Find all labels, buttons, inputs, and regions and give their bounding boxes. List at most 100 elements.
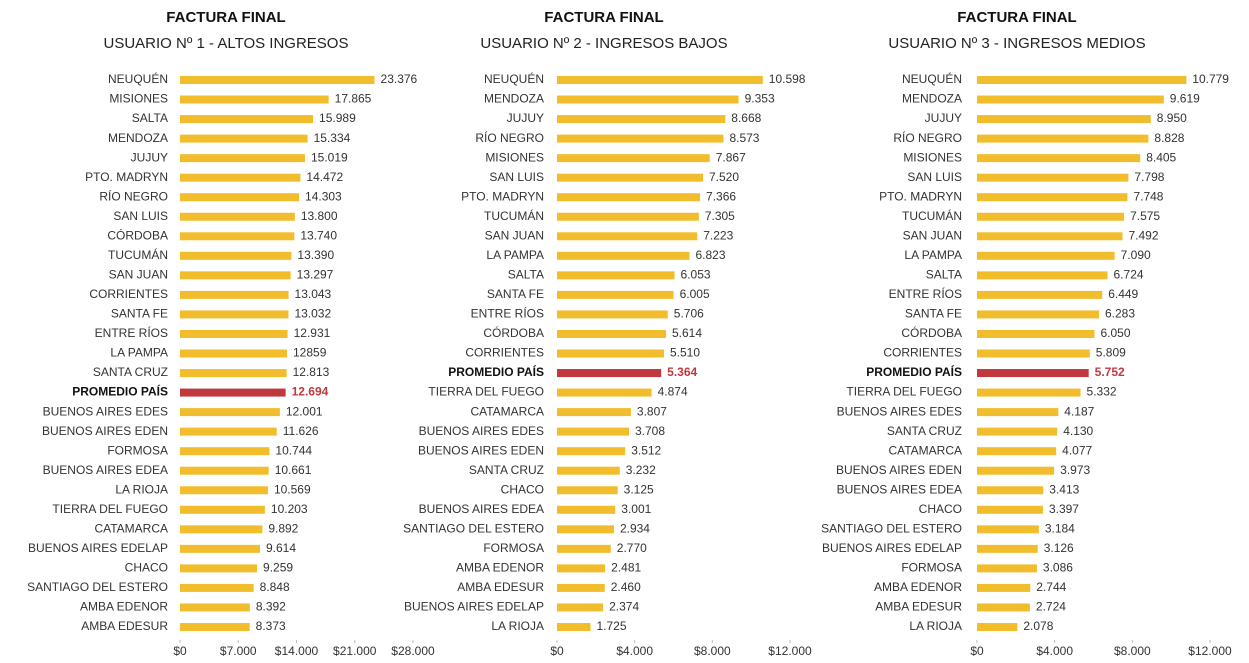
- category-label: SAN JUAN: [485, 228, 544, 242]
- category-label: SANTA CRUZ: [887, 424, 962, 438]
- category-label: ENTRE RÍOS: [95, 325, 168, 340]
- value-label: 13.800: [301, 209, 338, 223]
- value-label: 6.005: [680, 287, 710, 301]
- bar: [557, 134, 724, 143]
- value-label: 10.598: [769, 72, 806, 86]
- bar: [557, 115, 726, 124]
- category-label: LA RIOJA: [909, 619, 962, 633]
- category-label: LA PAMPA: [110, 346, 168, 360]
- bar: [180, 623, 250, 631]
- bar: [180, 95, 329, 104]
- value-label: 15.019: [311, 150, 348, 164]
- chart-subtitle: USUARIO Nº 3 - INGRESOS MEDIOS: [888, 35, 1145, 52]
- value-label: 13.043: [295, 287, 332, 301]
- bar: [180, 427, 277, 436]
- value-label: 8.848: [260, 580, 290, 594]
- category-label: SANTA FE: [487, 287, 544, 301]
- category-label: MENDOZA: [108, 131, 168, 145]
- value-label: 2.934: [620, 521, 650, 535]
- x-tick-label: $4.000: [1036, 644, 1073, 658]
- bar: [557, 603, 604, 612]
- bar: [180, 290, 289, 299]
- category-label: PROMEDIO PAÍS: [448, 364, 544, 379]
- value-label: 4.077: [1062, 443, 1092, 457]
- category-label: FORMOSA: [107, 443, 168, 457]
- bar: [557, 564, 606, 573]
- bar-chart: FACTURA FINAL USUARIO Nº 1 - ALTOS INGRES…: [27, 9, 435, 658]
- bar: [557, 193, 701, 202]
- bar: [180, 310, 289, 319]
- category-label: SANTIAGO DEL ESTERO: [27, 580, 168, 594]
- chart-subtitle: USUARIO Nº 2 - INGRESOS BAJOS: [480, 35, 727, 52]
- category-label: MISIONES: [485, 150, 544, 164]
- category-label: JUJUY: [507, 111, 544, 125]
- category-label: FORMOSA: [901, 561, 962, 575]
- category-label: PTO. MADRYN: [879, 189, 962, 203]
- bar: [180, 525, 263, 534]
- category-label: BUENOS AIRES EDELAP: [28, 541, 168, 555]
- bar: [557, 525, 614, 534]
- value-label: 3.232: [626, 463, 656, 477]
- category-label: BUENOS AIRES EDELAP: [822, 541, 962, 555]
- bar: [557, 583, 605, 592]
- category-label: BUENOS AIRES EDES: [419, 424, 544, 438]
- value-label: 4.874: [658, 385, 688, 399]
- bar: [180, 134, 308, 143]
- bar: [180, 564, 258, 573]
- category-label: ENTRE RÍOS: [889, 286, 962, 301]
- x-tick-label: $4.000: [616, 644, 653, 658]
- bar: [557, 408, 631, 417]
- bar: [180, 447, 270, 456]
- category-label: SANTA CRUZ: [93, 365, 168, 379]
- category-label: BUENOS AIRES EDEA: [419, 502, 544, 516]
- x-tick-label: $28.000: [391, 644, 435, 658]
- value-label: 7.366: [706, 189, 736, 203]
- bar: [557, 76, 763, 84]
- value-label: 1.725: [596, 619, 626, 633]
- bar: [180, 76, 375, 84]
- category-label: SANTA FE: [905, 307, 962, 321]
- value-label: 3.397: [1049, 502, 1079, 516]
- x-tick-label: $0: [970, 644, 984, 658]
- value-label: 12.001: [286, 404, 323, 418]
- category-label: LA PAMPA: [486, 248, 544, 262]
- bar: [557, 232, 698, 241]
- bar: [180, 232, 295, 241]
- category-label: BUENOS AIRES EDEA: [43, 463, 168, 477]
- category-label: SAN JUAN: [109, 268, 168, 282]
- category-label: TIERRA DEL FUEGO: [846, 385, 962, 399]
- bar: [180, 369, 287, 378]
- category-label: BUENOS AIRES EDEA: [837, 482, 962, 496]
- value-label: 9.614: [266, 541, 296, 555]
- bar: [180, 329, 288, 338]
- category-label: SANTIAGO DEL ESTERO: [821, 521, 962, 535]
- value-label: 7.575: [1130, 209, 1160, 223]
- category-label: CHACO: [919, 502, 962, 516]
- bar: [180, 544, 261, 553]
- category-label: AMBA EDESUR: [81, 619, 168, 633]
- bar: [557, 486, 618, 495]
- chart-title: FACTURA FINAL: [957, 9, 1076, 26]
- category-label: PROMEDIO PAÍS: [72, 384, 168, 399]
- bar: [180, 115, 314, 124]
- category-label: RÍO NEGRO: [99, 188, 168, 203]
- value-label: 10.779: [1192, 72, 1229, 86]
- value-label: 8.573: [729, 131, 759, 145]
- bar: [977, 329, 1095, 338]
- category-label: BUENOS AIRES EDES: [43, 404, 168, 418]
- bar: [977, 505, 1043, 514]
- bar: [557, 95, 739, 104]
- category-label: SANTA CRUZ: [469, 463, 544, 477]
- value-label: 7.090: [1121, 248, 1151, 262]
- category-label: BUENOS AIRES EDELAP: [404, 600, 544, 614]
- bar: [977, 544, 1038, 553]
- category-label: AMBA EDESUR: [875, 600, 962, 614]
- value-label: 7.798: [1134, 170, 1164, 184]
- value-label: 5.364: [667, 365, 697, 379]
- value-label: 7.492: [1128, 228, 1158, 242]
- bar: [557, 544, 611, 553]
- value-label: 3.413: [1049, 482, 1079, 496]
- category-label: AMBA EDESUR: [457, 580, 544, 594]
- category-label: RÍO NEGRO: [893, 130, 962, 145]
- x-tick-label: $21.000: [333, 644, 377, 658]
